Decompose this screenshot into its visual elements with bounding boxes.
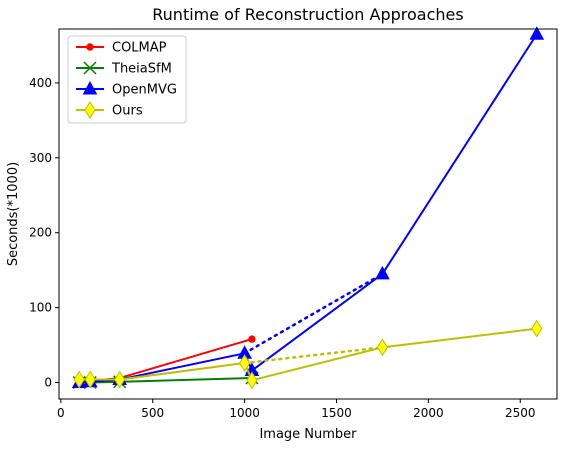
legend-item-theiasfm: TheiaSfM [76, 61, 172, 77]
y-tick-label: 400 [29, 76, 52, 90]
legend-box [67, 35, 187, 124]
y-tick-label: 100 [29, 301, 52, 315]
data-point [239, 354, 251, 372]
data-point [84, 370, 96, 389]
data-point [376, 338, 389, 357]
legend-marker [82, 80, 98, 95]
data-point [73, 370, 85, 389]
data-point [529, 26, 545, 40]
y-tick-label: 0 [44, 376, 52, 390]
x-tick-label: 500 [141, 406, 164, 420]
legend-label: OpenMVG [112, 83, 177, 98]
data-point [248, 335, 256, 343]
legend-item-openmvg: OpenMVG [76, 80, 177, 98]
legend-label: COLMAP [112, 41, 167, 56]
legend: COLMAP TheiaSfM OpenMVG Ours [67, 35, 187, 124]
data-point [114, 370, 126, 389]
legend-marker [83, 61, 97, 75]
series-line [79, 338, 253, 383]
data-point [375, 265, 390, 280]
x-tick-label: 2500 [505, 406, 536, 420]
legend-label: TheiaSfM [111, 62, 172, 77]
x-axis-label: Image Number [259, 427, 357, 442]
series-line [79, 327, 537, 382]
series-ours [73, 319, 543, 390]
y-axis-label: Seconds(*1000) [6, 162, 21, 266]
y-tick-label: 200 [29, 226, 52, 240]
plot-frame [58, 28, 558, 400]
legend-item-ours: Ours [76, 101, 143, 119]
x-tick-label: 0 [57, 406, 65, 420]
x-tick-label: 1500 [321, 406, 352, 420]
plot-area [71, 26, 545, 390]
chart-title: Runtime of Reconstruction Approaches [152, 5, 463, 24]
legend-marker [86, 43, 94, 51]
legend-item-colmap: COLMAP [76, 41, 167, 56]
x-tick-label: 2000 [413, 406, 444, 420]
legend-marker [84, 101, 96, 119]
data-point [531, 319, 543, 338]
data-point [246, 371, 258, 390]
legend-label: Ours [112, 104, 143, 119]
x-axis-ticks: 0 500 1000 1500 2000 2500 [57, 399, 536, 420]
x-tick-label: 1000 [229, 406, 260, 420]
dotted-connector [243, 346, 384, 365]
y-axis-ticks: 0 100 200 300 400 [29, 76, 59, 390]
dotted-connector [243, 272, 384, 355]
series-colmap [75, 335, 256, 386]
y-tick-label: 300 [29, 151, 52, 165]
